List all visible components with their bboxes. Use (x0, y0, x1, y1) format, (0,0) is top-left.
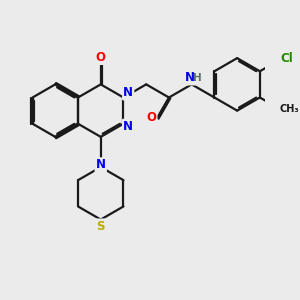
Text: N: N (185, 71, 195, 84)
Text: N: N (123, 120, 133, 133)
Text: O: O (146, 112, 156, 124)
Text: S: S (97, 220, 105, 232)
Text: Cl: Cl (280, 52, 293, 65)
Text: N: N (96, 158, 106, 172)
Text: N: N (123, 86, 133, 99)
Text: CH₃: CH₃ (279, 104, 299, 114)
Text: O: O (96, 51, 106, 64)
Text: H: H (193, 73, 202, 83)
